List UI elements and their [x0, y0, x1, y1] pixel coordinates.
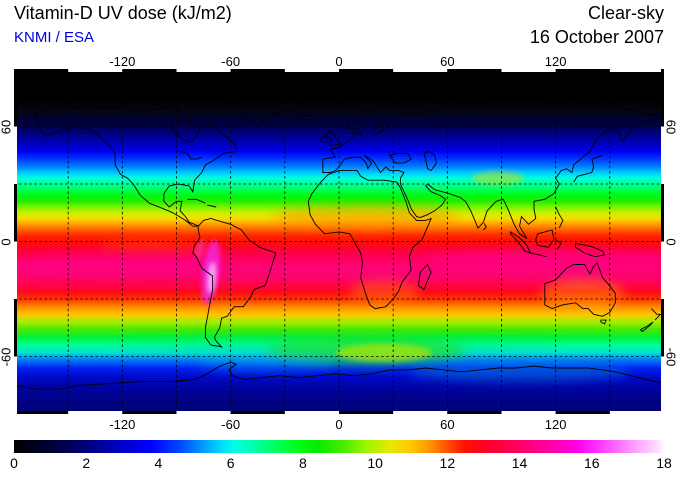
figure-title: Vitamin-D UV dose (kJ/m2): [14, 3, 232, 23]
world-map: [13, 69, 667, 414]
colorbar-tick-label: 0: [10, 455, 18, 471]
lon-tick-label: -60: [221, 54, 241, 69]
east-pacific-equatorial-orange: [99, 239, 200, 252]
colorbar-tick-label: 2: [82, 455, 91, 471]
andes-uv-tail: [194, 238, 206, 260]
lon-tick-label: 0: [335, 54, 343, 69]
lon-tick-label: -120: [109, 54, 136, 69]
lon-tick-label: 120: [544, 54, 567, 69]
colorbar-tick-label: 14: [511, 455, 528, 471]
coastlines: [13, 81, 665, 390]
colorbar-tick-label: 16: [583, 455, 600, 471]
colorbar-tick-label: 8: [298, 455, 307, 471]
sahel-arabia-orange: [271, 205, 462, 228]
southern-ocean-yellow-core: [336, 343, 433, 362]
tibetan-plateau-patch: [471, 171, 524, 186]
lat-tick-label: 0: [663, 237, 678, 246]
indonesia-indian-ocean-pink-band: [426, 248, 667, 269]
lat-tick-label: -60: [0, 347, 14, 366]
colorbar-tick-label: 4: [154, 455, 163, 471]
lat-tick-label: -60: [663, 347, 678, 366]
lon-tick-label: 120: [544, 417, 567, 432]
lon-tick-label: 60: [440, 54, 455, 69]
world-map-canvas: [13, 69, 667, 414]
date-label: 16 October 2007: [529, 27, 664, 47]
east-antarctic-coast-teal: [409, 361, 630, 382]
sky-condition-label: Clear-sky: [587, 3, 664, 23]
weddell-sea-cyan: [196, 353, 337, 372]
colorbar: [14, 440, 664, 453]
lat-tick-label: 0: [0, 237, 14, 246]
colorbar-tick-label: 6: [226, 455, 235, 471]
lat-tick-label: 60: [663, 119, 678, 134]
graticule: [14, 69, 664, 414]
data-source-label: KNMI / ESA: [14, 29, 95, 46]
andes-uv-maximum-core: [207, 261, 216, 294]
colorbar-tick-label: 18: [656, 455, 672, 471]
map-border: [14, 69, 664, 414]
australia-interior-tint: [540, 278, 625, 309]
lon-tick-label: 0: [335, 417, 343, 432]
lon-tick-label: 60: [440, 417, 455, 432]
colorbar-tick-label: 12: [439, 455, 456, 471]
lon-tick-label: -60: [221, 417, 241, 432]
colorbar-tick-label: 10: [367, 455, 383, 471]
lon-tick-label: -120: [109, 417, 136, 432]
lat-tick-label: 60: [0, 119, 14, 134]
